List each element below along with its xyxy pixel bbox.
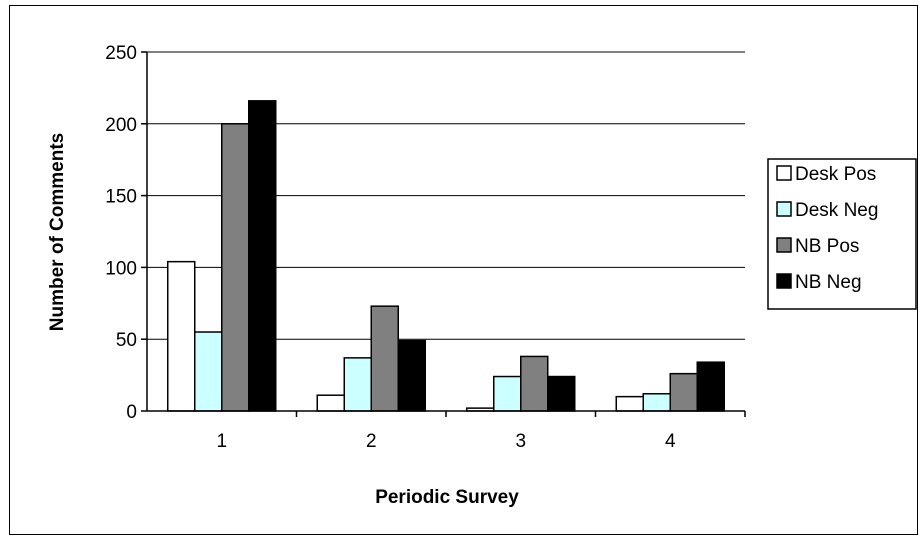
- legend-swatch: [776, 201, 792, 217]
- bar-desk-neg-4: [642, 393, 671, 412]
- bar-nb-pos-1: [221, 123, 250, 412]
- legend-swatch: [776, 273, 792, 289]
- y-tick-label: 150: [105, 187, 137, 208]
- bar-nb-pos-4: [669, 372, 698, 412]
- bars: [167, 100, 725, 412]
- bar-desk-neg-1: [194, 331, 223, 412]
- legend: Desk Pos Desk Neg NB Pos NB Neg: [767, 158, 917, 310]
- x-tick-label: 3: [515, 431, 526, 452]
- x-axis-title: Periodic Survey: [375, 487, 519, 508]
- legend-label: NB Neg: [795, 272, 862, 293]
- legend-label: NB Pos: [795, 236, 859, 257]
- bar-desk-neg-2: [343, 357, 372, 412]
- x-tick-label: 2: [366, 431, 377, 452]
- bar-desk-pos-1: [167, 260, 196, 412]
- legend-swatch: [776, 165, 792, 181]
- bar-desk-pos-2: [316, 394, 345, 412]
- bar-nb-neg-2: [397, 339, 426, 412]
- y-tick-label: 100: [105, 258, 137, 279]
- x-tick-label: 1: [216, 431, 227, 452]
- legend-box: [767, 158, 917, 310]
- bar-nb-neg-1: [248, 100, 277, 412]
- bar-nb-pos-3: [520, 355, 549, 412]
- y-tick-label: 200: [105, 115, 137, 136]
- bar-nb-neg-4: [696, 361, 725, 412]
- bar-nb-neg-3: [547, 375, 576, 412]
- legend-label: Desk Neg: [795, 200, 878, 221]
- y-tick-label: 50: [116, 330, 137, 351]
- legend-label: Desk Pos: [795, 164, 876, 185]
- y-axis-title: Number of Comments: [47, 133, 68, 331]
- bar-desk-pos-4: [615, 395, 644, 412]
- chart-frame: [9, 5, 918, 535]
- y-tick-label: 0: [126, 402, 137, 423]
- y-tick-label: 250: [105, 43, 137, 64]
- bar-nb-pos-2: [370, 305, 399, 412]
- x-tick-label: 4: [665, 431, 676, 452]
- y-tick-labels: 0 50 100 150 200 250: [105, 43, 147, 423]
- bar-desk-neg-3: [493, 375, 522, 412]
- legend-swatch: [776, 237, 792, 253]
- x-tick-labels: 1 2 3 4: [216, 411, 746, 452]
